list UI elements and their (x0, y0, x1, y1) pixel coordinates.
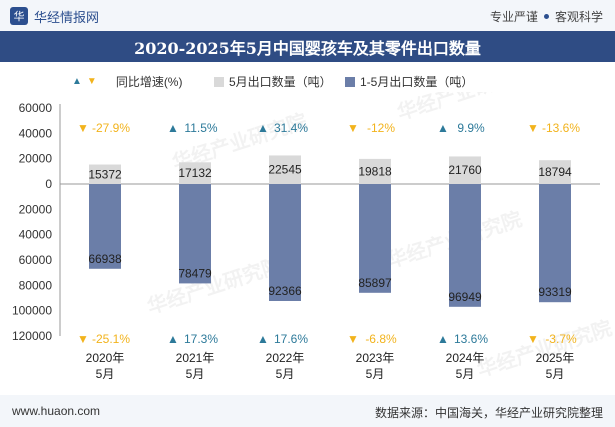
down-triangle-icon: ▼ (86, 76, 97, 87)
footer-bar: www.huaon.com 数据来源：中国海关，华经产业研究院整理 (0, 395, 615, 427)
slogan-left: 专业严谨 (489, 10, 538, 24)
ytd-value-label: 66938 (88, 252, 122, 266)
may-value-label: 17132 (178, 166, 212, 180)
may-growth-label: -13.6% (542, 121, 580, 135)
may-bar (359, 158, 391, 184)
ytd-value-label: 85897 (358, 276, 392, 290)
watermark-text: 华经产业研究院 (474, 316, 615, 382)
may-bar (89, 164, 121, 184)
y-tick-label: 120000 (12, 329, 52, 343)
x-tick-label-month: 5月 (456, 367, 475, 381)
y-tick-label: 60000 (19, 253, 53, 267)
legend-growth-label: 同比增速(%) (115, 75, 183, 89)
legend-may-label: 5月出口数量（吨） (229, 75, 332, 89)
may-growth-arrow-icon: ▼ (347, 121, 359, 135)
ytd-bar (269, 184, 301, 301)
y-tick-label: 80000 (19, 278, 53, 292)
x-tick-label-year: 2023年 (356, 351, 395, 365)
may-bar (449, 156, 481, 184)
slogan: 专业严谨 客观科学 (490, 8, 603, 25)
x-tick-label-year: 2024年 (446, 351, 485, 365)
chart-title-bar: 2020-2025年5月中国婴孩车及其零件出口数量 (0, 31, 615, 62)
x-tick-label-month: 5月 (96, 367, 115, 381)
y-tick-label: 40000 (19, 126, 53, 140)
ytd-growth-arrow-icon: ▼ (77, 332, 89, 346)
y-tick-label: 0 (45, 177, 52, 191)
ytd-growth-arrow-icon: ▲ (437, 332, 449, 346)
ytd-value-label: 92366 (268, 284, 302, 298)
x-tick-label-year: 2021年 (176, 351, 215, 365)
footer-site[interactable]: www.huaon.com (12, 404, 101, 418)
legend-ytd-swatch (345, 76, 355, 87)
x-tick-label-year: 2025年 (536, 351, 575, 365)
brand[interactable]: 华 华经情报网 (10, 6, 99, 26)
chart-title: 2020-2025年5月中国婴孩车及其零件出口数量 (134, 38, 481, 58)
may-bar (179, 162, 211, 184)
x-tick-label-month: 5月 (546, 367, 565, 381)
legend-ytd-label: 1-5月出口数量（吨） (360, 75, 474, 89)
ytd-growth-arrow-icon: ▲ (167, 332, 179, 346)
ytd-bar (539, 184, 571, 303)
may-value-label: 21760 (448, 163, 482, 177)
ytd-growth-arrow-icon: ▲ (257, 332, 269, 346)
watermark-text: 华经产业研究院 (394, 92, 535, 125)
may-bar (269, 155, 301, 184)
x-tick-label-month: 5月 (366, 367, 385, 381)
chart-plot: 华经产业研究院华经产业研究院华经产业研究院华经产业研究院华经产业研究院60000… (12, 92, 615, 382)
legend-growth: ▲ ▼ 同比增速(%) (72, 73, 182, 90)
may-growth-arrow-icon: ▲ (257, 121, 269, 135)
ytd-bar (449, 184, 481, 307)
may-value-label: 15372 (88, 167, 122, 181)
brand-logo-icon: 华 (10, 7, 28, 25)
ytd-bar (179, 184, 211, 284)
footer-source: 数据来源：中国海关，华经产业研究院整理 (374, 406, 603, 420)
chart-legend: ▲ ▼ 同比增速(%) 5月出口数量（吨） 1-5月出口数量（吨） (0, 70, 615, 90)
may-value-label: 19818 (358, 164, 392, 178)
ytd-value-label: 93319 (538, 285, 572, 299)
may-growth-arrow-icon: ▼ (527, 121, 539, 135)
ytd-growth-label: -25.1% (92, 332, 130, 346)
legend-may-swatch (214, 76, 224, 87)
ytd-value-label: 78479 (178, 266, 212, 280)
ytd-growth-arrow-icon: ▼ (347, 332, 359, 346)
ytd-value-label: 96949 (448, 290, 482, 304)
x-tick-label-month: 5月 (276, 367, 295, 381)
may-growth-label: 31.4% (274, 121, 308, 135)
x-tick-label-month: 5月 (186, 367, 205, 381)
y-tick-label: 40000 (19, 228, 53, 242)
slogan-right: 客观科学 (554, 10, 603, 24)
ytd-growth-label: -6.8% (365, 332, 397, 346)
may-growth-label: -27.9% (92, 121, 130, 135)
top-bar: 华 华经情报网 专业严谨 客观科学 (0, 0, 615, 31)
may-growth-label: -12% (367, 121, 395, 135)
x-tick-label-year: 2022年 (266, 351, 305, 365)
y-tick-label: 60000 (19, 101, 53, 115)
may-bar (539, 160, 571, 184)
x-tick-label-year: 2020年 (86, 351, 125, 365)
watermark-text: 华经产业研究院 (144, 253, 285, 319)
may-growth-label: 11.5% (184, 121, 217, 135)
ytd-bar (359, 184, 391, 293)
brand-name: 华经情报网 (34, 9, 100, 25)
may-growth-label: 9.9% (457, 121, 485, 135)
ytd-bar (89, 184, 121, 269)
may-growth-arrow-icon: ▲ (437, 121, 449, 135)
y-tick-label: 100000 (12, 304, 52, 318)
up-triangle-icon: ▲ (72, 76, 82, 87)
ytd-growth-label: 17.3% (184, 332, 218, 346)
ytd-growth-label: 13.6% (454, 332, 488, 346)
legend-may: 5月出口数量（吨） (214, 73, 332, 90)
ytd-growth-label: 17.6% (274, 332, 308, 346)
legend-ytd: 1-5月出口数量（吨） (345, 73, 473, 90)
may-value-label: 18794 (538, 165, 572, 179)
y-tick-label: 20000 (19, 202, 53, 216)
y-tick-label: 20000 (19, 152, 53, 166)
ytd-growth-arrow-icon: ▼ (527, 332, 539, 346)
may-growth-arrow-icon: ▼ (77, 121, 89, 135)
may-growth-arrow-icon: ▲ (167, 121, 179, 135)
separator-dot-icon (543, 14, 549, 19)
may-value-label: 22545 (268, 163, 302, 177)
ytd-growth-label: -3.7% (545, 332, 577, 346)
